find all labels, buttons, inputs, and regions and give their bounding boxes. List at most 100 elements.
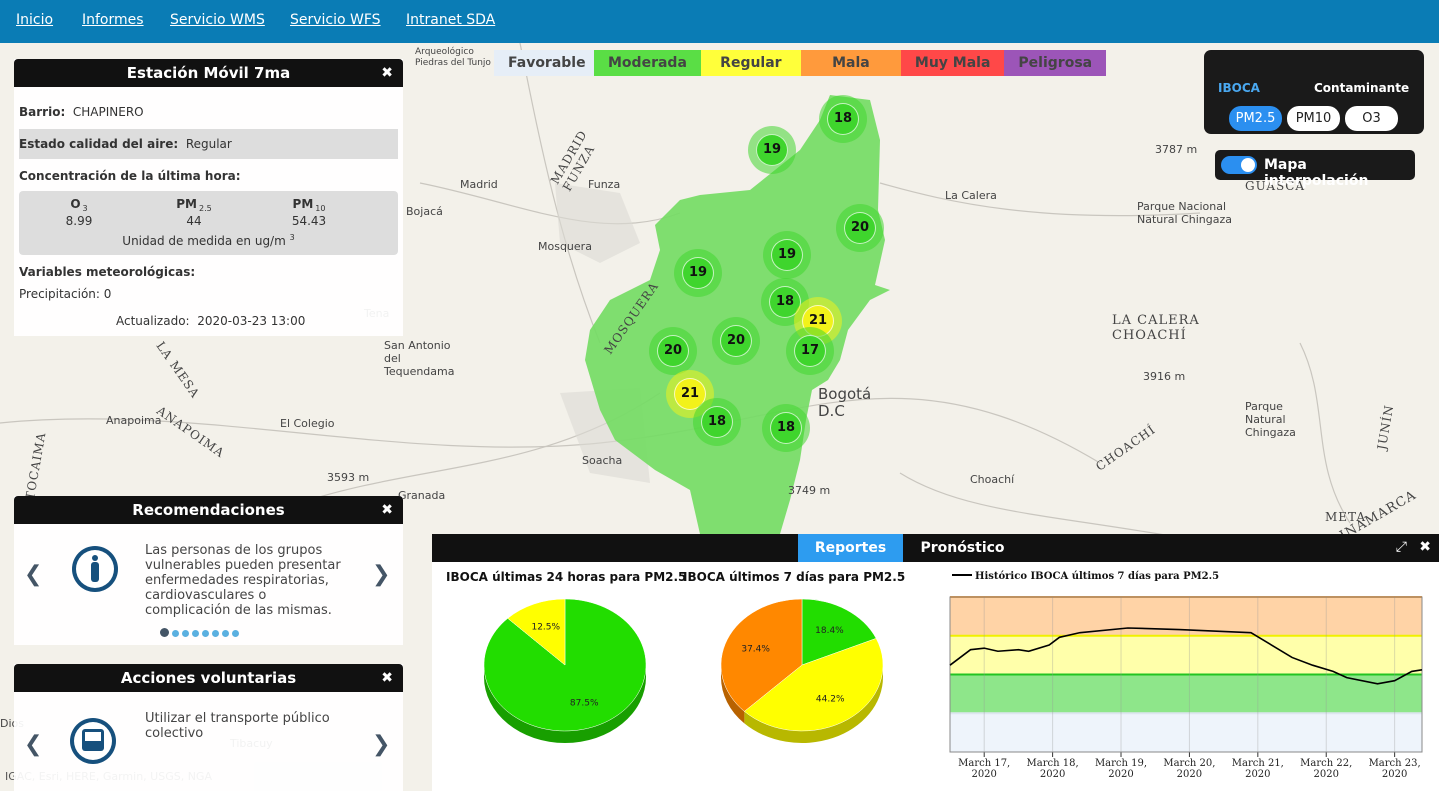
map-label: Bojacá xyxy=(406,205,443,218)
x-tick-label: March 18, 2020 xyxy=(1026,758,1079,780)
page-dot[interactable] xyxy=(192,630,199,637)
updated: Actualizado: 2020-03-23 13:00 xyxy=(116,314,305,328)
station-marker[interactable]: 20 xyxy=(836,204,884,252)
interpolation-toggle[interactable]: Mapa interpolación xyxy=(1215,150,1415,189)
page-dot[interactable] xyxy=(232,630,239,637)
pie-label: 18.4% xyxy=(815,626,844,636)
marker-value: 18 xyxy=(827,103,859,135)
chart-title: IBOCA últimos 7 días para PM2.5 xyxy=(683,570,905,584)
label: Precipitación: xyxy=(19,287,100,301)
page-dot[interactable] xyxy=(182,630,189,637)
pollutant-value: 8.99 xyxy=(65,214,93,228)
reports-panel: Reportes Pronóstico ⤢ ✖ IBOCA últimas 24… xyxy=(432,534,1439,791)
nav-link[interactable]: Informes xyxy=(82,12,144,28)
expand-button[interactable]: ⤢ xyxy=(1395,539,1407,555)
close-button[interactable]: ✖ xyxy=(381,65,393,81)
person-icon xyxy=(72,546,118,592)
panel-title: Estación Móvil 7ma xyxy=(126,64,291,82)
station-marker[interactable]: 20 xyxy=(712,317,760,365)
pie-label: 37.4% xyxy=(741,645,770,655)
actions-panel: Acciones voluntarias ✖ ❮ ❯ Utilizar el tr… xyxy=(14,664,403,791)
toggle-label: Mapa interpolación xyxy=(1264,157,1369,189)
unit-text: Unidad de medida en ug/m xyxy=(122,234,286,248)
marker-value: 19 xyxy=(771,239,803,271)
layer-control: IBOCA Contaminante PM2.5 PM10 O3 xyxy=(1204,50,1424,134)
pie-slice xyxy=(801,598,877,666)
legend-item: Favorable xyxy=(494,50,594,76)
station-marker[interactable]: 18 xyxy=(819,95,867,143)
close-button[interactable]: ✖ xyxy=(1419,539,1431,555)
station-marker[interactable]: 19 xyxy=(748,126,796,174)
pollutant-button[interactable]: PM2.5 xyxy=(1229,106,1282,131)
close-button[interactable]: ✖ xyxy=(381,670,393,686)
tab[interactable]: Contaminante xyxy=(1314,81,1410,95)
recommendations-panel: Recomendaciones ✖ ❮ ❯ Las personas de los… xyxy=(14,496,403,645)
x-tick-label: March 17, 2020 xyxy=(958,758,1011,780)
tab[interactable]: IBOCA xyxy=(1218,81,1260,95)
next-arrow[interactable]: ❯ xyxy=(372,732,391,757)
page-dot[interactable] xyxy=(172,630,179,637)
page-dot[interactable] xyxy=(202,630,209,637)
prev-arrow[interactable]: ❮ xyxy=(24,732,43,757)
pollutant-symbol: PM xyxy=(176,197,197,211)
next-arrow[interactable]: ❯ xyxy=(372,562,391,587)
nav-bar: Inicio Informes Servicio WMS Servicio WF… xyxy=(0,0,1439,43)
legend-item: Muy Mala xyxy=(900,50,1005,76)
station-marker[interactable]: 19 xyxy=(763,231,811,279)
map-label: 3749 m xyxy=(788,484,831,497)
map-label: META xyxy=(1325,510,1367,524)
legend-label: Histórico IBOCA últimos 7 días para PM2.… xyxy=(975,571,1219,582)
map-label: Arqueológico Piedras del Tunjo xyxy=(415,47,491,68)
close-button[interactable]: ✖ xyxy=(381,502,393,518)
pollutant-name: PM 10 xyxy=(269,197,349,213)
band xyxy=(950,674,1422,714)
station-marker[interactable]: 18 xyxy=(762,404,810,452)
marker-value: 17 xyxy=(794,335,826,367)
value: Regular xyxy=(185,137,232,151)
marker-value: 19 xyxy=(756,134,788,166)
map-label: La Calera xyxy=(945,189,997,202)
value: CHAPINERO xyxy=(72,105,144,119)
map-label: Parque Nacional Natural Chingaza xyxy=(1137,200,1232,226)
nav-link[interactable]: Servicio WMS xyxy=(170,12,265,28)
marker-value: 20 xyxy=(657,335,689,367)
station-marker[interactable]: 20 xyxy=(649,327,697,375)
barrio: Barrio: CHAPINERO xyxy=(19,105,144,119)
tab[interactable]: Reportes xyxy=(798,534,903,562)
marker-value: 18 xyxy=(770,412,802,444)
nav-link[interactable]: Inicio xyxy=(16,12,54,28)
meteo: Variables meteorológicas: xyxy=(19,265,196,279)
pollutant-sub: 3 xyxy=(82,204,88,214)
map-label: Mosquera xyxy=(538,240,592,253)
pollutant-button[interactable]: PM10 xyxy=(1287,106,1340,131)
marker-value: 20 xyxy=(720,325,752,357)
panel-header: Acciones voluntarias ✖ xyxy=(14,664,403,692)
tab[interactable]: Pronóstico xyxy=(920,540,1005,556)
station-marker[interactable]: 18 xyxy=(693,398,741,446)
marker-value: 18 xyxy=(701,406,733,438)
recommendation-text: Las personas de los grupos vulnerables p… xyxy=(145,543,341,618)
charts: IBOCA últimas 24 horas para PM2.5 87.5% 12… xyxy=(446,570,1423,757)
nav-link[interactable]: Intranet SDA xyxy=(406,12,496,28)
nav-link[interactable]: Servicio WFS xyxy=(290,12,381,28)
legend-item: Mala xyxy=(800,50,901,76)
station-panel: Estación Móvil 7ma ✖ Barrio: CHAPINERO Es… xyxy=(14,59,403,336)
pollutant-box: O 3 8.99 PM 2.5 44 PM 10 54.43 Unidad de medida … xyxy=(19,191,398,255)
page-dot[interactable] xyxy=(160,628,169,637)
concentracion: Concentración de la última hora: xyxy=(19,169,241,183)
map-label: GUASCA xyxy=(1245,179,1306,193)
action-text: Utilizar el transporte público colectivo xyxy=(145,711,330,741)
station-marker[interactable]: 17 xyxy=(786,327,834,375)
x-tick-label: March 20, 2020 xyxy=(1163,758,1216,780)
pollutant-button[interactable]: O3 xyxy=(1345,106,1398,131)
pie-slice xyxy=(507,598,566,666)
station-marker[interactable]: 19 xyxy=(674,249,722,297)
marker-value: 19 xyxy=(682,257,714,289)
prev-arrow[interactable]: ❮ xyxy=(24,562,43,587)
pie-label: 87.5% xyxy=(570,698,599,708)
x-tick-label: March 23, 2020 xyxy=(1368,758,1421,780)
unit: Unidad de medida en ug/m 3 xyxy=(19,233,398,248)
pollutant-symbol: O xyxy=(70,197,81,211)
page-dot[interactable] xyxy=(222,630,229,637)
page-dot[interactable] xyxy=(212,630,219,637)
